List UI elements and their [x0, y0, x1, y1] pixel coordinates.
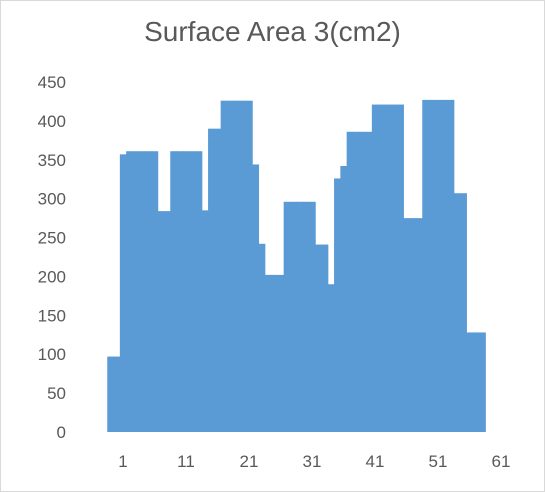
bar [308, 201, 316, 432]
bar [189, 151, 197, 432]
bar [428, 99, 436, 432]
bar [334, 178, 341, 432]
bar [113, 356, 121, 432]
bar [346, 131, 354, 432]
y-axis-ticks: 0 50 100 150 200 250 300 350 400 450 [38, 73, 66, 442]
bar [283, 201, 291, 432]
bar [327, 284, 335, 432]
y-tick-label: 300 [38, 190, 66, 209]
bar [403, 218, 411, 432]
y-tick-label: 400 [38, 112, 66, 131]
x-tick-label: 11 [177, 452, 195, 471]
bar [289, 201, 297, 432]
bar [163, 211, 171, 432]
bar [245, 100, 253, 433]
y-tick-label: 100 [38, 345, 66, 364]
bar [176, 151, 184, 432]
bar [264, 274, 272, 432]
bar [409, 218, 417, 432]
bar [447, 99, 455, 432]
bar [170, 151, 178, 432]
bar [453, 193, 461, 432]
bar [252, 164, 260, 432]
bar [397, 104, 404, 432]
bar [157, 211, 165, 432]
bar [239, 100, 247, 433]
bar [390, 104, 398, 432]
y-tick-label: 0 [57, 423, 66, 442]
x-tick-label: 1 [118, 452, 127, 471]
bar [378, 104, 386, 432]
bar [126, 151, 134, 432]
y-tick-label: 200 [38, 267, 66, 286]
y-tick-label: 250 [38, 229, 66, 248]
bar [296, 201, 304, 432]
bar [107, 356, 115, 432]
bar [182, 151, 190, 432]
y-tick-label: 150 [38, 306, 66, 325]
bar [208, 128, 215, 433]
x-tick-label: 21 [240, 452, 259, 471]
bar [460, 193, 467, 432]
bar [415, 218, 423, 432]
bar [434, 99, 442, 432]
x-tick-label: 31 [303, 452, 322, 471]
bar [258, 243, 266, 432]
bar [226, 100, 234, 433]
bar [138, 151, 146, 432]
bar [384, 104, 392, 432]
bar [359, 131, 367, 432]
x-axis-ticks: 1 11 21 31 41 51 61 [118, 452, 510, 471]
bar [340, 166, 348, 432]
bar [201, 210, 209, 432]
bar [441, 99, 449, 432]
bar [233, 100, 241, 433]
bar [302, 201, 310, 432]
bar [472, 332, 480, 432]
y-tick-label: 50 [47, 384, 66, 403]
bar [466, 332, 474, 432]
bar [151, 151, 159, 432]
bar [422, 99, 430, 432]
chart-title: Surface Area 3(cm2) [144, 16, 401, 47]
bar [365, 131, 373, 432]
x-tick-label: 41 [366, 452, 385, 471]
bar [214, 128, 222, 433]
bar [315, 244, 323, 432]
bar-series [107, 99, 486, 433]
bar [352, 131, 360, 432]
bar [132, 151, 140, 432]
bar [119, 154, 127, 432]
bar [271, 274, 278, 432]
bar [478, 332, 486, 432]
bar [277, 274, 285, 432]
y-tick-label: 350 [38, 151, 66, 170]
bar [195, 151, 203, 432]
bar [220, 100, 228, 433]
bar [321, 244, 329, 432]
x-tick-label: 61 [492, 452, 511, 471]
bar [371, 104, 379, 432]
bar [145, 151, 152, 432]
x-tick-label: 51 [429, 452, 448, 471]
y-tick-label: 450 [38, 73, 66, 92]
